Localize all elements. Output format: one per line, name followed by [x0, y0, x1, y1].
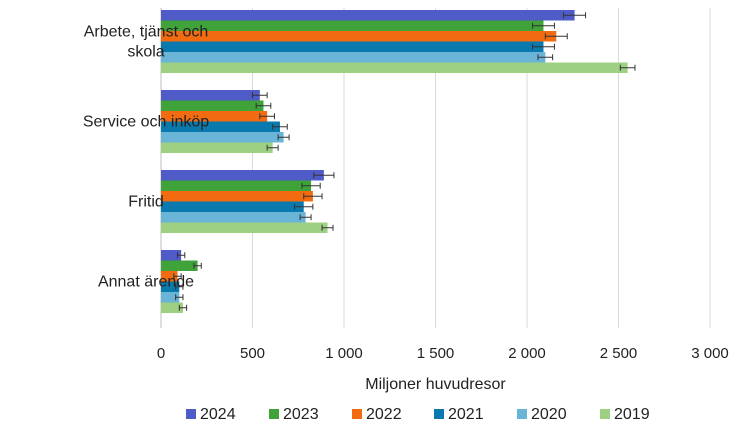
legend-label-2022: 2022	[366, 406, 402, 423]
category-label: Annat ärende	[98, 274, 194, 291]
x-tick-label: 2 000	[508, 345, 546, 362]
legend-label-2019: 2019	[614, 406, 650, 423]
x-tick-label: 500	[240, 345, 265, 362]
legend-label-2023: 2023	[283, 406, 319, 423]
x-tick-label: 2 500	[600, 345, 638, 362]
bar-2023	[161, 100, 264, 111]
bar-2022	[161, 271, 178, 282]
bar-2024	[161, 90, 260, 101]
bar-2024	[161, 250, 182, 261]
bar-2019	[161, 222, 328, 233]
x-tick-label: 3 000	[691, 345, 729, 362]
x-tick-label: 1 500	[417, 345, 455, 362]
error-bars	[173, 12, 636, 311]
legend-swatch-2023	[269, 409, 279, 419]
legend-swatch-2024	[186, 409, 196, 419]
bar-2020	[161, 132, 284, 143]
bar-2022	[161, 191, 313, 202]
bar-2024	[161, 170, 324, 181]
bar-2021	[161, 201, 304, 212]
legend-swatch-2020	[517, 409, 527, 419]
bar-2023	[161, 180, 312, 191]
bar-2022	[161, 111, 268, 122]
bar-2020	[161, 52, 546, 63]
legend-label-2020: 2020	[531, 406, 567, 423]
category-label: skola	[127, 44, 164, 61]
bar-2021	[161, 281, 180, 292]
bar-2024	[161, 10, 575, 21]
category-label: Fritid	[128, 194, 164, 211]
legend: 2024 2023 2022 2021 2020 2019	[186, 406, 650, 423]
x-tick-label: 1 000	[325, 345, 363, 362]
x-axis-title: Miljoner huvudresor	[365, 376, 506, 393]
bar-2019	[161, 302, 183, 313]
x-tick-label: 0	[157, 345, 165, 362]
legend-label-2021: 2021	[448, 406, 484, 423]
bar-2019	[161, 142, 273, 153]
bars	[161, 10, 628, 313]
bar-2020	[161, 212, 306, 223]
category-label: Arbete, tjänst och	[84, 24, 209, 41]
bar-2021	[161, 41, 544, 52]
category-labels: Arbete, tjänst och skola Service och inköp…	[83, 24, 209, 291]
x-tick-labels: 0 500 1 000 1 500 2 000 2 500 3 000	[157, 345, 729, 362]
bar-2023	[161, 20, 544, 31]
bar-2020	[161, 292, 180, 303]
legend-swatch-2021	[434, 409, 444, 419]
bar-2022	[161, 31, 557, 42]
bar-2019	[161, 62, 628, 73]
legend-swatch-2019	[600, 409, 610, 419]
bar-2021	[161, 121, 280, 132]
legend-swatch-2022	[352, 409, 362, 419]
legend-label-2024: 2024	[200, 406, 236, 423]
bar-2023	[161, 260, 198, 271]
category-label: Service och inköp	[83, 114, 209, 131]
